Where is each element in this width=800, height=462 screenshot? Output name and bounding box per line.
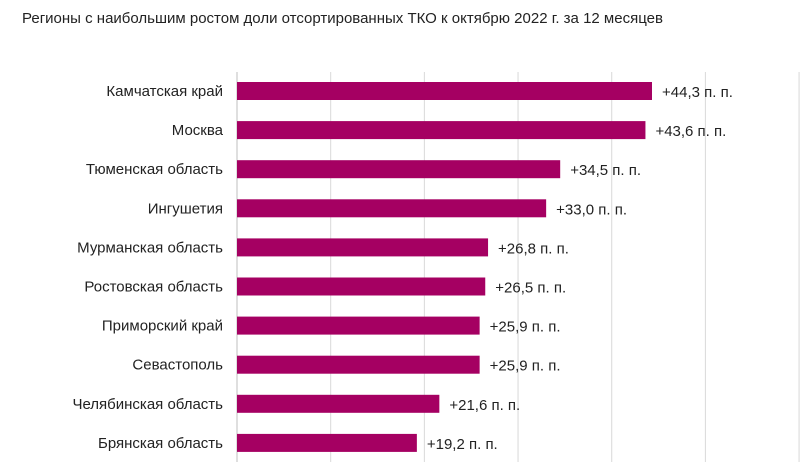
category-label: Приморский край: [102, 318, 223, 335]
category-label: Тюменская область: [86, 161, 223, 178]
bar: [237, 238, 489, 257]
value-label: +44,3 п. п.: [662, 84, 733, 101]
bar: [237, 82, 652, 100]
category-label: Севастополь: [132, 357, 223, 374]
bars: [237, 82, 652, 452]
bar: [237, 394, 440, 413]
category-label: Челябинская область: [72, 396, 223, 413]
category-labels: Камчатская край Москва Тюменская область Ин…: [72, 83, 223, 452]
bar: [237, 160, 561, 179]
bar: [237, 121, 646, 140]
value-labels: +44,3 п. п. +43,6 п. п. +34,5 п. п. +33,0 п…: [427, 84, 733, 453]
chart-title: Регионы с наибольшим ростом доли отсорти…: [22, 10, 663, 27]
value-label: +26,5 п. п.: [495, 280, 566, 297]
value-label: +34,5 п. п.: [570, 162, 641, 179]
value-label: +25,9 п. п.: [490, 319, 561, 336]
bar: [237, 277, 486, 296]
category-label: Ингушетия: [148, 200, 223, 217]
category-label: Камчатская край: [106, 83, 223, 100]
value-label: +33,0 п. п.: [556, 201, 627, 218]
bar: [237, 316, 480, 335]
bar: [237, 433, 417, 452]
category-label: Брянская область: [98, 435, 223, 452]
value-label: +26,8 п. п.: [498, 240, 569, 257]
category-label: Мурманская область: [77, 239, 223, 256]
category-label: Москва: [172, 122, 224, 139]
value-label: +43,6 п. п.: [655, 123, 726, 140]
category-label: Ростовская область: [84, 279, 223, 296]
value-label: +19,2 п. п.: [427, 436, 498, 453]
bar: [237, 355, 480, 374]
value-label: +25,9 п. п.: [490, 358, 561, 375]
bar: [237, 199, 547, 218]
value-label: +21,6 п. п.: [449, 397, 520, 414]
